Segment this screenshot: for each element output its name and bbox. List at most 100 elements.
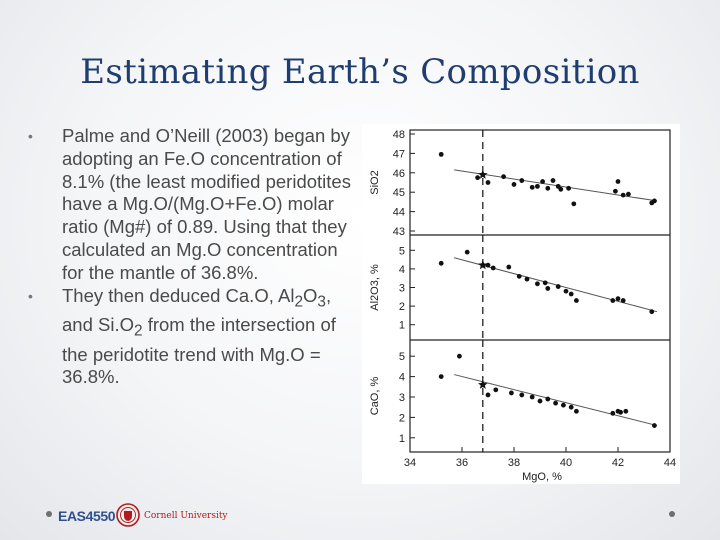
data-point — [652, 423, 657, 428]
data-point — [545, 185, 551, 191]
x-axis-label: MgO, % — [522, 471, 562, 483]
x-tick-label: 36 — [456, 457, 468, 469]
data-point — [438, 374, 444, 379]
x-tick-label: 34 — [404, 457, 416, 469]
data-point — [511, 182, 517, 187]
y-tick-label: 48 — [393, 129, 405, 141]
x-tick-label: 40 — [560, 457, 572, 469]
data-point — [623, 408, 629, 414]
y-tick-label: 1 — [399, 320, 405, 332]
data-point — [574, 408, 579, 414]
data-point — [475, 175, 480, 181]
star-marker — [478, 260, 488, 270]
data-point — [620, 298, 626, 303]
bullet-text-2: They then deduced Ca.O, Al2O3, and Si.O2… — [62, 284, 336, 388]
plot-frame — [409, 129, 671, 453]
bullet-text-1: Palme and O’Neill (2003) began by adopti… — [62, 125, 351, 283]
data-point — [652, 198, 657, 204]
data-point — [626, 191, 631, 197]
data-point — [563, 288, 569, 294]
data-point — [568, 404, 574, 410]
x-tick-label: 42 — [612, 457, 624, 469]
slide-title: Estimating Earth’s Composition — [80, 52, 640, 92]
data-point — [464, 249, 470, 255]
data-point — [485, 392, 491, 398]
trend-line — [454, 374, 658, 427]
y-tick-label: 4 — [399, 372, 405, 384]
data-point — [493, 387, 499, 393]
y-tick-label: 43 — [393, 226, 405, 238]
data-point — [537, 398, 543, 404]
data-point — [516, 273, 522, 279]
y-tick-label: 46 — [393, 168, 405, 180]
x-tick-label: 38 — [508, 457, 520, 469]
data-point — [568, 291, 574, 297]
data-point — [615, 179, 621, 184]
data-point — [535, 281, 540, 287]
data-point — [561, 402, 566, 408]
x-tick-label: 44 — [664, 457, 676, 469]
data-point — [649, 309, 655, 315]
data-point — [529, 184, 535, 190]
data-point — [490, 265, 496, 271]
y-axis-label: SiO2 — [369, 170, 381, 194]
data-point — [610, 298, 616, 303]
data-point — [506, 264, 512, 270]
footer-dot-icon — [46, 511, 52, 517]
data-point — [553, 400, 558, 406]
data-point — [535, 183, 540, 189]
footer-dot-icon — [669, 511, 675, 517]
scatter-plot-figure: 43 44 45 46 47 48 SiO2 1 2 3 4 5 Al2O3, % 1 2 3 4 5 CaO, %… — [362, 124, 680, 484]
data-point — [542, 280, 548, 286]
data-point — [558, 186, 564, 192]
data-point — [509, 390, 514, 396]
y-tick-label: 44 — [393, 207, 405, 219]
y-tick-label: 45 — [393, 187, 405, 199]
data-point — [620, 192, 626, 198]
data-point — [566, 185, 571, 191]
data-point — [571, 201, 577, 207]
y-tick-label: 1 — [399, 433, 405, 445]
y-tick-label: 2 — [399, 301, 405, 313]
data-point — [550, 178, 556, 183]
data-point — [438, 151, 444, 157]
data-point — [618, 409, 623, 415]
data-point — [519, 178, 525, 183]
data-point — [545, 286, 551, 291]
data-point — [524, 276, 530, 282]
cornell-seal-icon — [116, 503, 140, 527]
star-marker — [478, 379, 488, 389]
y-tick-label: 3 — [399, 283, 405, 295]
y-axis-label: CaO, % — [369, 377, 381, 416]
data-point — [457, 353, 462, 359]
y-tick-label: 3 — [399, 392, 405, 404]
university-label: Cornell University — [144, 511, 228, 521]
data-point — [610, 410, 616, 416]
data-point — [529, 394, 535, 400]
data-point — [540, 179, 545, 184]
data-point — [574, 298, 579, 303]
y-tick-label: 5 — [399, 351, 405, 363]
star-marker — [478, 169, 488, 179]
data-point — [555, 284, 561, 289]
y-tick-label: 4 — [399, 264, 405, 276]
data-point — [438, 260, 444, 266]
data-point — [613, 188, 618, 194]
bullet-marker: • — [28, 287, 33, 304]
data-point — [545, 396, 551, 402]
data-point — [485, 262, 491, 268]
y-tick-label: 5 — [399, 245, 405, 257]
data-point — [485, 180, 491, 185]
bullet-marker: • — [28, 128, 33, 144]
bullet-item-2: • They then deduced Ca.O, Al2O3, and Si.… — [28, 285, 358, 390]
y-axis-label: Al2O3, % — [369, 264, 381, 311]
y-tick-label: 47 — [393, 148, 405, 160]
y-tick-label: 2 — [399, 412, 405, 424]
course-label: EAS4550 — [58, 508, 116, 524]
data-point — [519, 392, 525, 398]
bullet-item-1: • Palme and O’Neill (2003) began by adop… — [28, 125, 358, 285]
data-point — [615, 296, 621, 302]
data-point — [501, 174, 506, 180]
bullet-list: • Palme and O’Neill (2003) began by adop… — [28, 125, 358, 389]
